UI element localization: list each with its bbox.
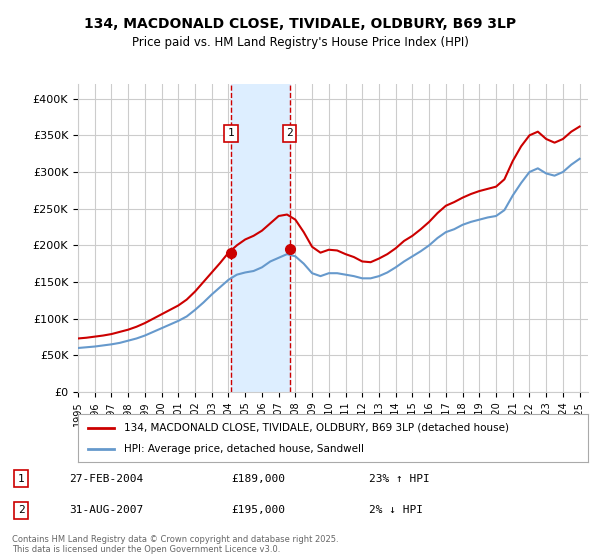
Text: 31-AUG-2007: 31-AUG-2007 (70, 505, 144, 515)
Text: 27-FEB-2004: 27-FEB-2004 (70, 474, 144, 484)
Text: £195,000: £195,000 (231, 505, 285, 515)
Text: 23% ↑ HPI: 23% ↑ HPI (369, 474, 430, 484)
Text: 2: 2 (18, 505, 25, 515)
Text: 1: 1 (227, 128, 235, 138)
Text: 134, MACDONALD CLOSE, TIVIDALE, OLDBURY, B69 3LP: 134, MACDONALD CLOSE, TIVIDALE, OLDBURY,… (84, 17, 516, 31)
Text: HPI: Average price, detached house, Sandwell: HPI: Average price, detached house, Sand… (124, 444, 364, 454)
Text: 1: 1 (18, 474, 25, 484)
Text: Price paid vs. HM Land Registry's House Price Index (HPI): Price paid vs. HM Land Registry's House … (131, 36, 469, 49)
Text: Contains HM Land Registry data © Crown copyright and database right 2025.
This d: Contains HM Land Registry data © Crown c… (12, 535, 338, 554)
Bar (231, 84, 290, 392)
Text: 134, MACDONALD CLOSE, TIVIDALE, OLDBURY, B69 3LP (detached house): 134, MACDONALD CLOSE, TIVIDALE, OLDBURY,… (124, 423, 509, 433)
Text: £189,000: £189,000 (231, 474, 285, 484)
Text: 2% ↓ HPI: 2% ↓ HPI (369, 505, 423, 515)
Text: 2: 2 (286, 128, 293, 138)
